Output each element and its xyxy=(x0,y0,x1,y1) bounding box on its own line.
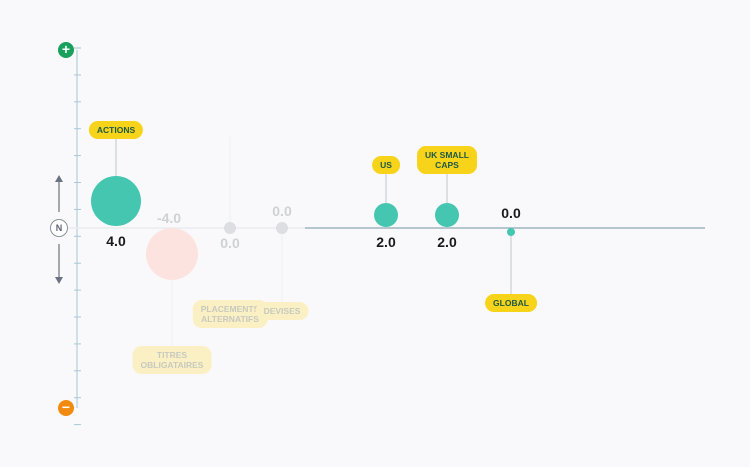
value-actions: 4.0 xyxy=(106,233,126,249)
tag-placements-alternatifs: PLACEMENTS ALTERNATIFS xyxy=(192,300,268,328)
value-global: 0.0 xyxy=(501,205,521,221)
tag-devises: DEVISES xyxy=(255,302,309,320)
tag-titres-obligataires: TITRES OBLIGATAIRES xyxy=(132,346,212,374)
value-titres-obligataires: -4.0 xyxy=(156,210,182,226)
tag-actions: ACTIONS xyxy=(88,121,144,139)
stem-layer xyxy=(115,137,512,346)
value-uk-small-caps: 2.0 xyxy=(437,234,457,250)
down-arrow-icon xyxy=(55,277,63,284)
value-devises: 0.0 xyxy=(272,203,292,219)
bubble-actions xyxy=(91,176,141,226)
up-arrow-icon xyxy=(55,175,63,182)
tag-uk-small-caps: UK SMALL CAPS xyxy=(417,146,477,174)
bubble-placements-alternatifs xyxy=(224,222,236,234)
bubble-global xyxy=(507,228,515,236)
tag-us: US xyxy=(372,156,400,174)
bubble-layer xyxy=(91,176,515,280)
minus-icon: − xyxy=(58,400,74,416)
tag-global: GLOBAL xyxy=(485,294,537,312)
bubble-devises xyxy=(276,222,288,234)
plus-icon: + xyxy=(58,42,74,58)
axis-layer xyxy=(55,47,705,426)
bubble-us xyxy=(374,203,398,227)
neutral-icon: N xyxy=(50,219,68,237)
bubble-uk-small-caps xyxy=(435,203,459,227)
value-placements-alternatifs: 0.0 xyxy=(220,235,240,251)
value-us: 2.0 xyxy=(376,234,396,250)
bubble-titres-obligataires xyxy=(146,228,198,280)
